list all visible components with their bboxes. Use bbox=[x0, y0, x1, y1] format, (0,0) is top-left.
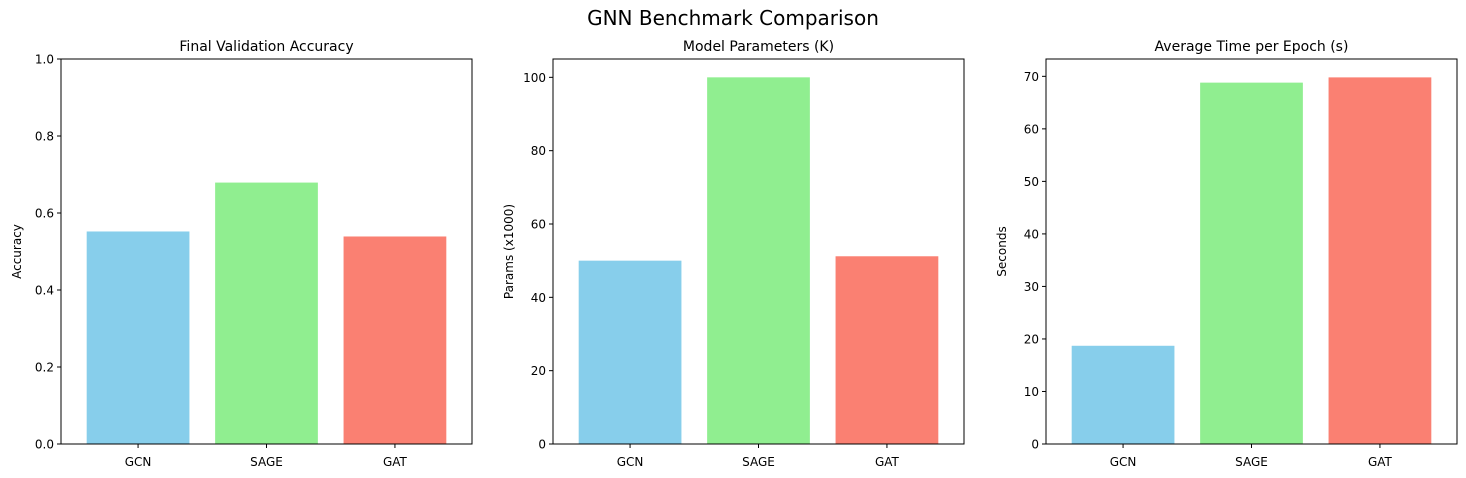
x-tick-label: SAGE bbox=[250, 455, 283, 469]
y-axis-label: Params (x1000) bbox=[502, 204, 516, 299]
y-tick-label: 0.6 bbox=[35, 207, 54, 221]
chart-panel-3: 0 10 20 30 40 50 60 70 GCN SAGE GAT Average Time pe… bbox=[995, 39, 1458, 469]
x-tick-label: SAGE bbox=[742, 455, 775, 469]
chart-title: Model Parameters (K) bbox=[683, 39, 834, 55]
y-tick-label: 20 bbox=[1024, 332, 1039, 346]
y-tick-label: 30 bbox=[1024, 280, 1039, 294]
figure-title: GNN Benchmark Comparison bbox=[587, 6, 879, 30]
bar-gcn bbox=[1071, 345, 1175, 444]
bar-gcn bbox=[578, 260, 682, 444]
bar-gat bbox=[835, 256, 939, 444]
chart-title: Final Validation Accuracy bbox=[179, 39, 353, 55]
y-tick-label: 0 bbox=[538, 438, 546, 452]
y-tick-label: 80 bbox=[531, 144, 546, 158]
x-tick-label: GCN bbox=[1110, 455, 1137, 469]
y-tick-label: 40 bbox=[1024, 227, 1039, 241]
y-tick-label: 60 bbox=[531, 218, 546, 232]
x-tick-label: SAGE bbox=[1235, 455, 1268, 469]
y-axis-label: Seconds bbox=[995, 226, 1009, 276]
bar-gcn bbox=[86, 231, 190, 444]
x-tick-label: GCN bbox=[125, 455, 152, 469]
x-tick-label: GAT bbox=[1368, 455, 1393, 469]
y-tick-label: 60 bbox=[1024, 122, 1039, 136]
bar-sage bbox=[215, 182, 318, 444]
y-tick-label: 0.4 bbox=[35, 284, 54, 298]
y-tick-label: 20 bbox=[531, 364, 546, 378]
y-tick-label: 0.0 bbox=[35, 438, 54, 452]
y-tick-label: 1.0 bbox=[35, 53, 54, 67]
y-axis-label: Accuracy bbox=[10, 224, 24, 279]
y-tick-label: 10 bbox=[1024, 385, 1039, 399]
x-tick-label: GAT bbox=[383, 455, 408, 469]
y-tick-label: 100 bbox=[523, 71, 546, 85]
x-tick-label: GAT bbox=[875, 455, 900, 469]
bar-gat bbox=[343, 236, 447, 444]
bar-sage bbox=[1200, 82, 1303, 444]
y-tick-label: 0.2 bbox=[35, 361, 54, 375]
y-tick-label: 0 bbox=[1031, 438, 1039, 452]
y-tick-label: 70 bbox=[1024, 70, 1039, 84]
bar-gat bbox=[1328, 77, 1432, 444]
y-tick-label: 0.8 bbox=[35, 130, 54, 144]
y-tick-label: 50 bbox=[1024, 175, 1039, 189]
chart-title: Average Time per Epoch (s) bbox=[1155, 39, 1349, 55]
chart-panel-2: 0 20 40 60 80 100 GCN SAGE GAT Model Parameters (… bbox=[502, 39, 965, 469]
y-tick-label: 40 bbox=[531, 291, 546, 305]
bar-sage bbox=[707, 77, 810, 444]
chart-panel-1: 0.0 0.2 0.4 0.6 0.8 1.0 GCN SAGE GAT Final Valida… bbox=[10, 39, 473, 469]
x-tick-label: GCN bbox=[617, 455, 644, 469]
